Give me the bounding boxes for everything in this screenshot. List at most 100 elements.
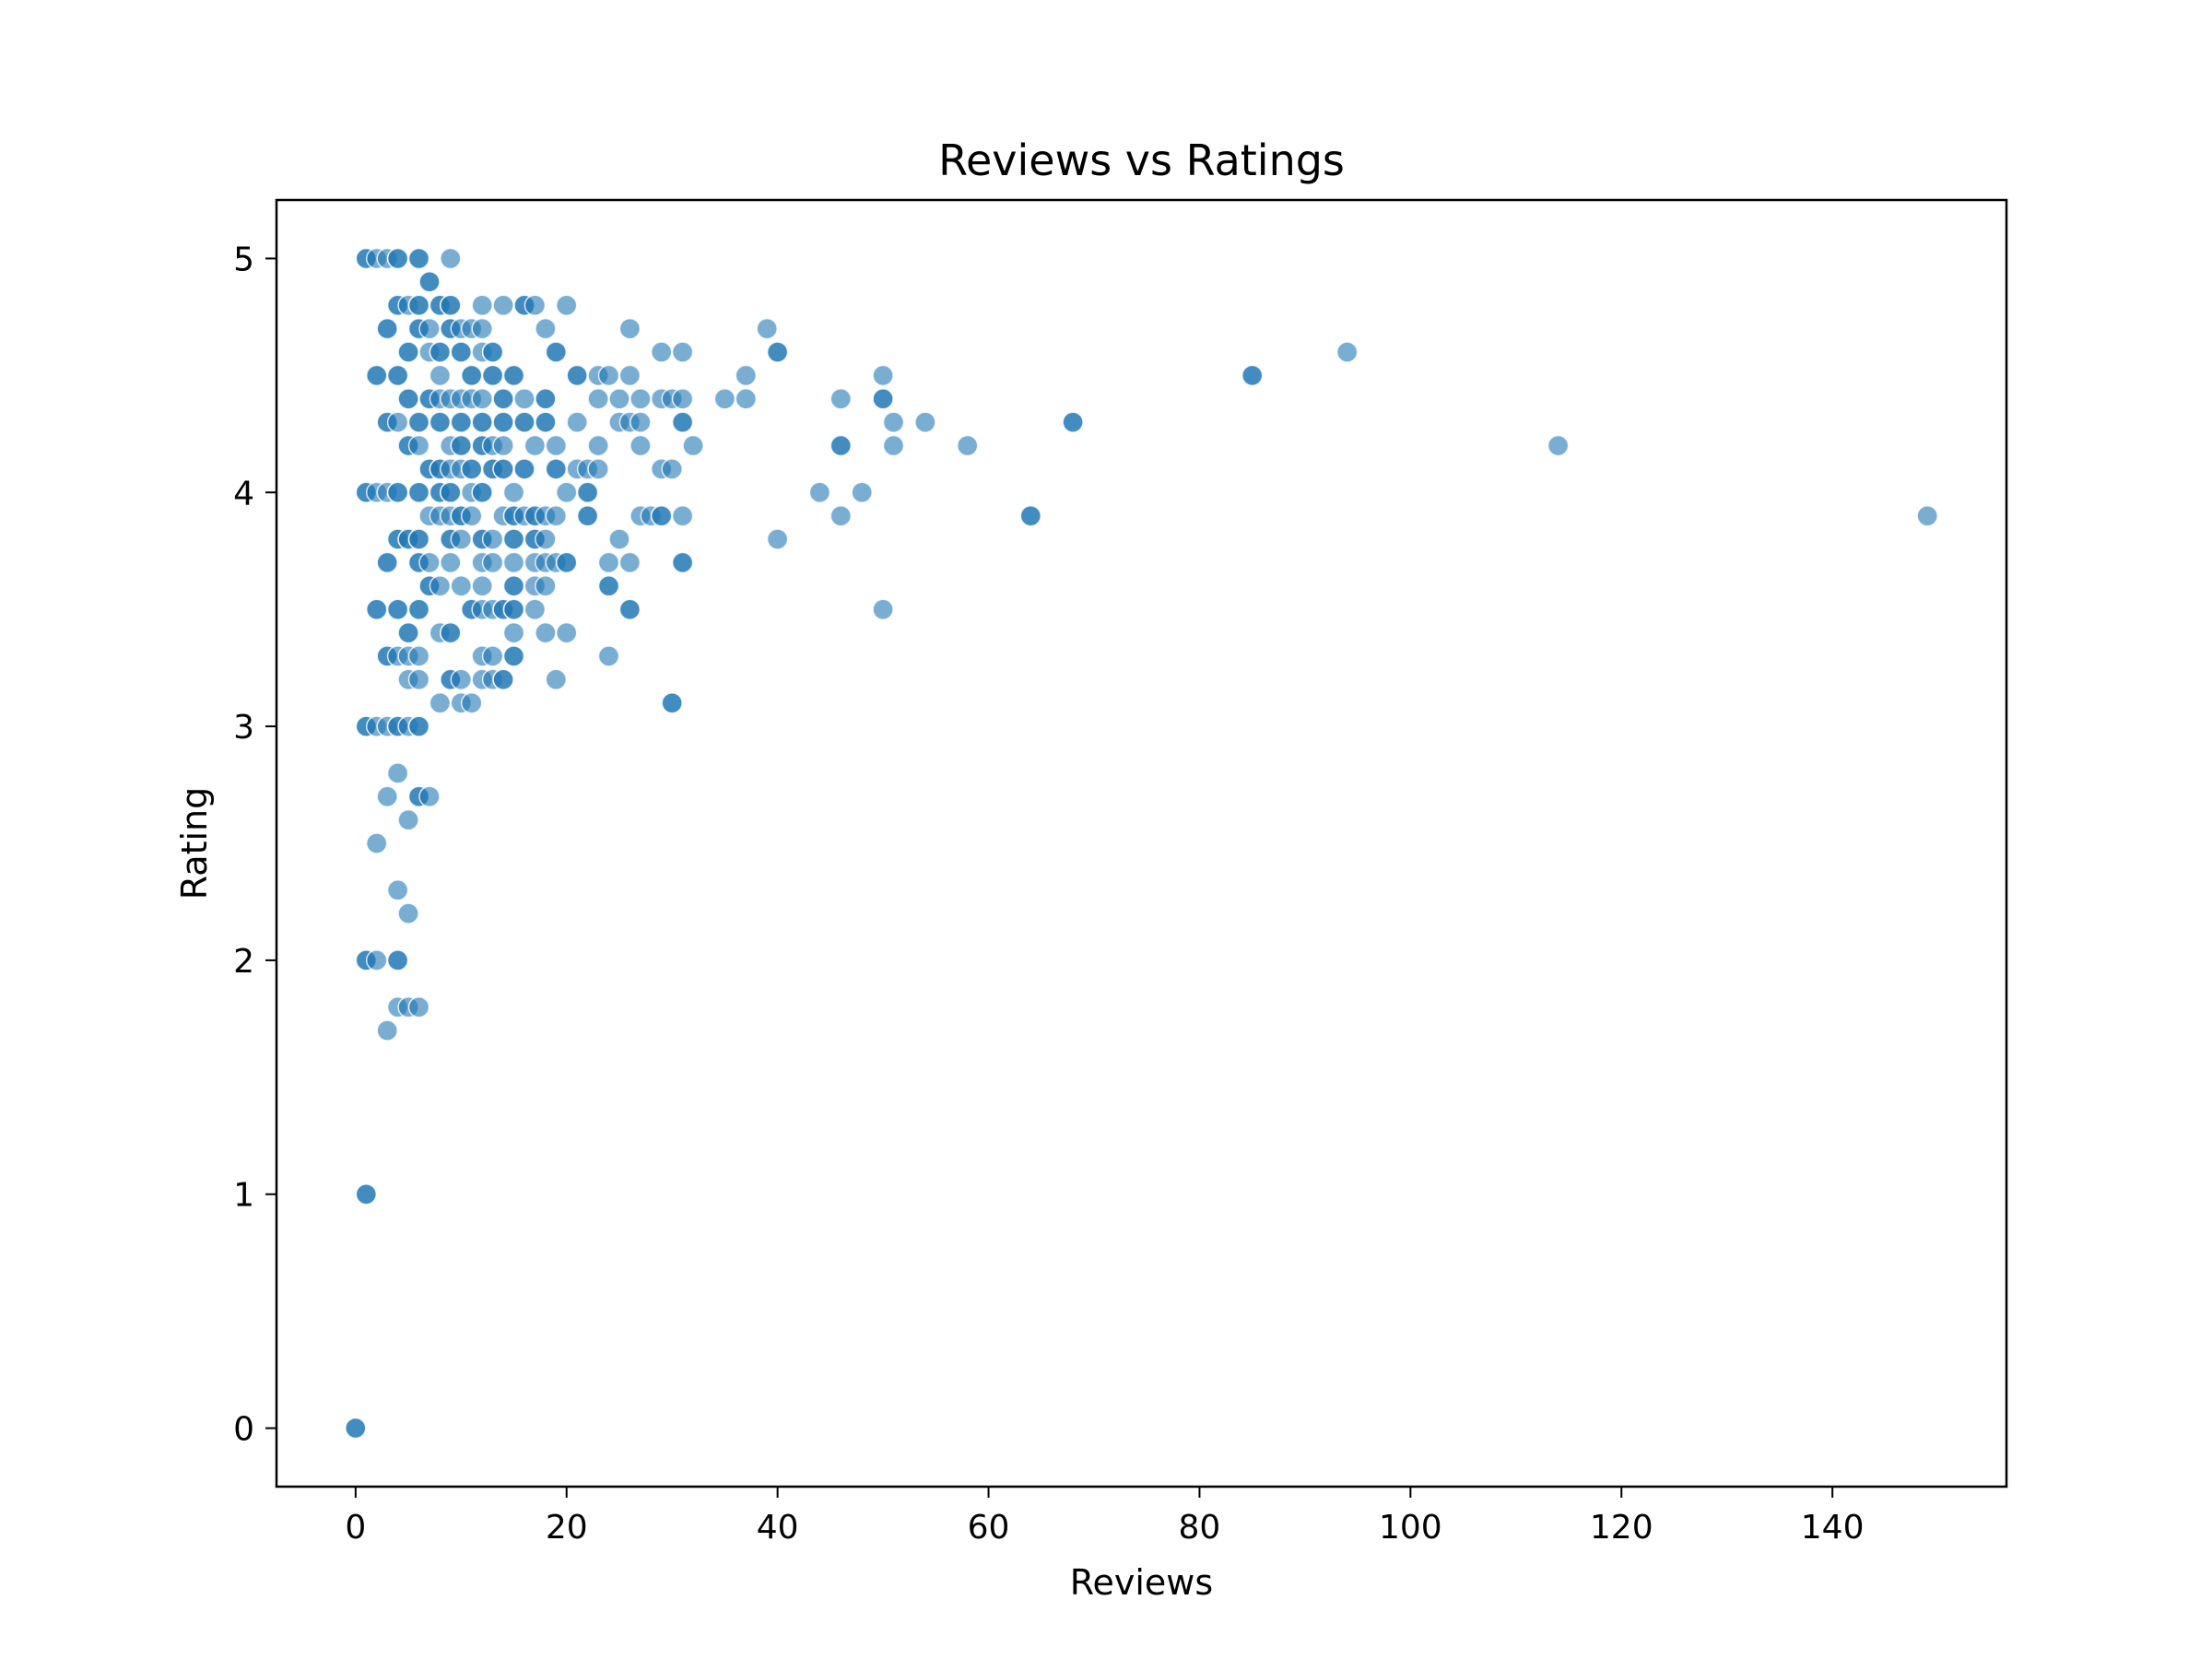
- data-point: [629, 387, 652, 410]
- data-point: [872, 387, 894, 410]
- data-point: [535, 575, 557, 597]
- data-point: [830, 434, 853, 457]
- data-point: [597, 551, 620, 574]
- data-point: [418, 551, 441, 574]
- data-point: [545, 434, 568, 457]
- data-point: [407, 411, 430, 433]
- data-point: [407, 995, 430, 1018]
- data-point: [397, 902, 419, 924]
- data-point: [808, 481, 831, 504]
- data-point: [365, 949, 388, 971]
- data-point: [418, 317, 441, 340]
- data-point: [545, 458, 568, 480]
- data-point: [407, 294, 430, 316]
- data-point: [450, 575, 473, 597]
- data-point: [756, 317, 778, 340]
- data-point: [1916, 504, 1938, 527]
- data-point: [555, 621, 578, 644]
- data-point: [872, 598, 894, 620]
- data-point: [587, 458, 609, 480]
- x-axis: 0 20 40 60 80 100 120 140: [345, 1487, 1865, 1547]
- data-point: [397, 341, 419, 363]
- data-point: [440, 294, 462, 316]
- data-point: [597, 575, 620, 597]
- data-point: [407, 645, 430, 667]
- data-point: [872, 364, 894, 387]
- data-point: [566, 364, 588, 387]
- data-point: [386, 411, 409, 433]
- data-point: [502, 364, 525, 387]
- data-point: [481, 341, 504, 363]
- data-point: [492, 294, 514, 316]
- data-point: [629, 434, 652, 457]
- data-point: [429, 341, 452, 363]
- data-point: [956, 434, 979, 457]
- data-point: [471, 317, 493, 340]
- chart-title: Reviews vs Ratings: [938, 135, 1345, 185]
- data-point: [830, 387, 853, 410]
- data-point: [766, 341, 789, 363]
- data-point: [481, 551, 504, 574]
- data-point: [618, 598, 641, 620]
- data-point: [471, 575, 493, 597]
- data-point: [535, 411, 557, 433]
- data-point: [376, 1019, 398, 1041]
- y-tick-label: 5: [233, 241, 254, 278]
- data-point: [407, 715, 430, 737]
- data-point: [481, 528, 504, 550]
- y-axis: 0 1 2 3 4 5: [233, 241, 276, 1449]
- y-tick-label: 3: [233, 709, 254, 747]
- data-point: [376, 551, 398, 574]
- data-point: [471, 481, 493, 504]
- data-point: [386, 247, 409, 270]
- data-point: [429, 575, 452, 597]
- x-tick-label: 60: [968, 1509, 1010, 1547]
- data-point: [502, 598, 525, 620]
- data-point: [376, 785, 398, 807]
- data-point: [618, 317, 641, 340]
- x-tick-label: 80: [1179, 1509, 1221, 1547]
- data-point: [502, 481, 525, 504]
- x-tick-label: 140: [1801, 1509, 1865, 1547]
- x-axis-label: Reviews: [1070, 1562, 1213, 1603]
- data-point: [440, 481, 462, 504]
- data-point: [597, 364, 620, 387]
- data-point: [830, 504, 853, 527]
- data-point: [386, 481, 409, 504]
- data-point: [440, 247, 462, 270]
- data-point: [545, 504, 568, 527]
- x-tick-label: 40: [757, 1509, 799, 1547]
- data-point: [407, 668, 430, 691]
- data-point: [851, 481, 873, 504]
- data-point: [481, 645, 504, 667]
- data-point: [650, 341, 673, 363]
- data-point: [576, 504, 599, 527]
- data-point: [1547, 434, 1570, 457]
- data-point: [502, 528, 525, 550]
- data-point: [1335, 341, 1359, 363]
- data-point: [555, 551, 578, 574]
- data-point: [492, 387, 514, 410]
- data-point: [1062, 411, 1084, 433]
- data-point: [608, 387, 630, 410]
- data-point: [1241, 364, 1264, 387]
- data-point: [386, 364, 409, 387]
- data-point: [492, 411, 514, 433]
- data-point: [440, 621, 462, 644]
- data-point: [386, 949, 409, 971]
- data-point: [587, 434, 609, 457]
- data-point: [535, 528, 557, 550]
- data-point: [576, 481, 599, 504]
- data-point: [397, 808, 419, 831]
- data-point: [535, 317, 557, 340]
- data-point: [471, 387, 493, 410]
- data-point: [524, 294, 547, 316]
- data-point: [566, 411, 588, 433]
- data-point: [407, 528, 430, 550]
- plot-frame: [275, 198, 2008, 1488]
- data-point: [735, 387, 758, 410]
- data-point: [882, 411, 905, 433]
- data-point: [365, 832, 388, 854]
- data-point: [671, 341, 694, 363]
